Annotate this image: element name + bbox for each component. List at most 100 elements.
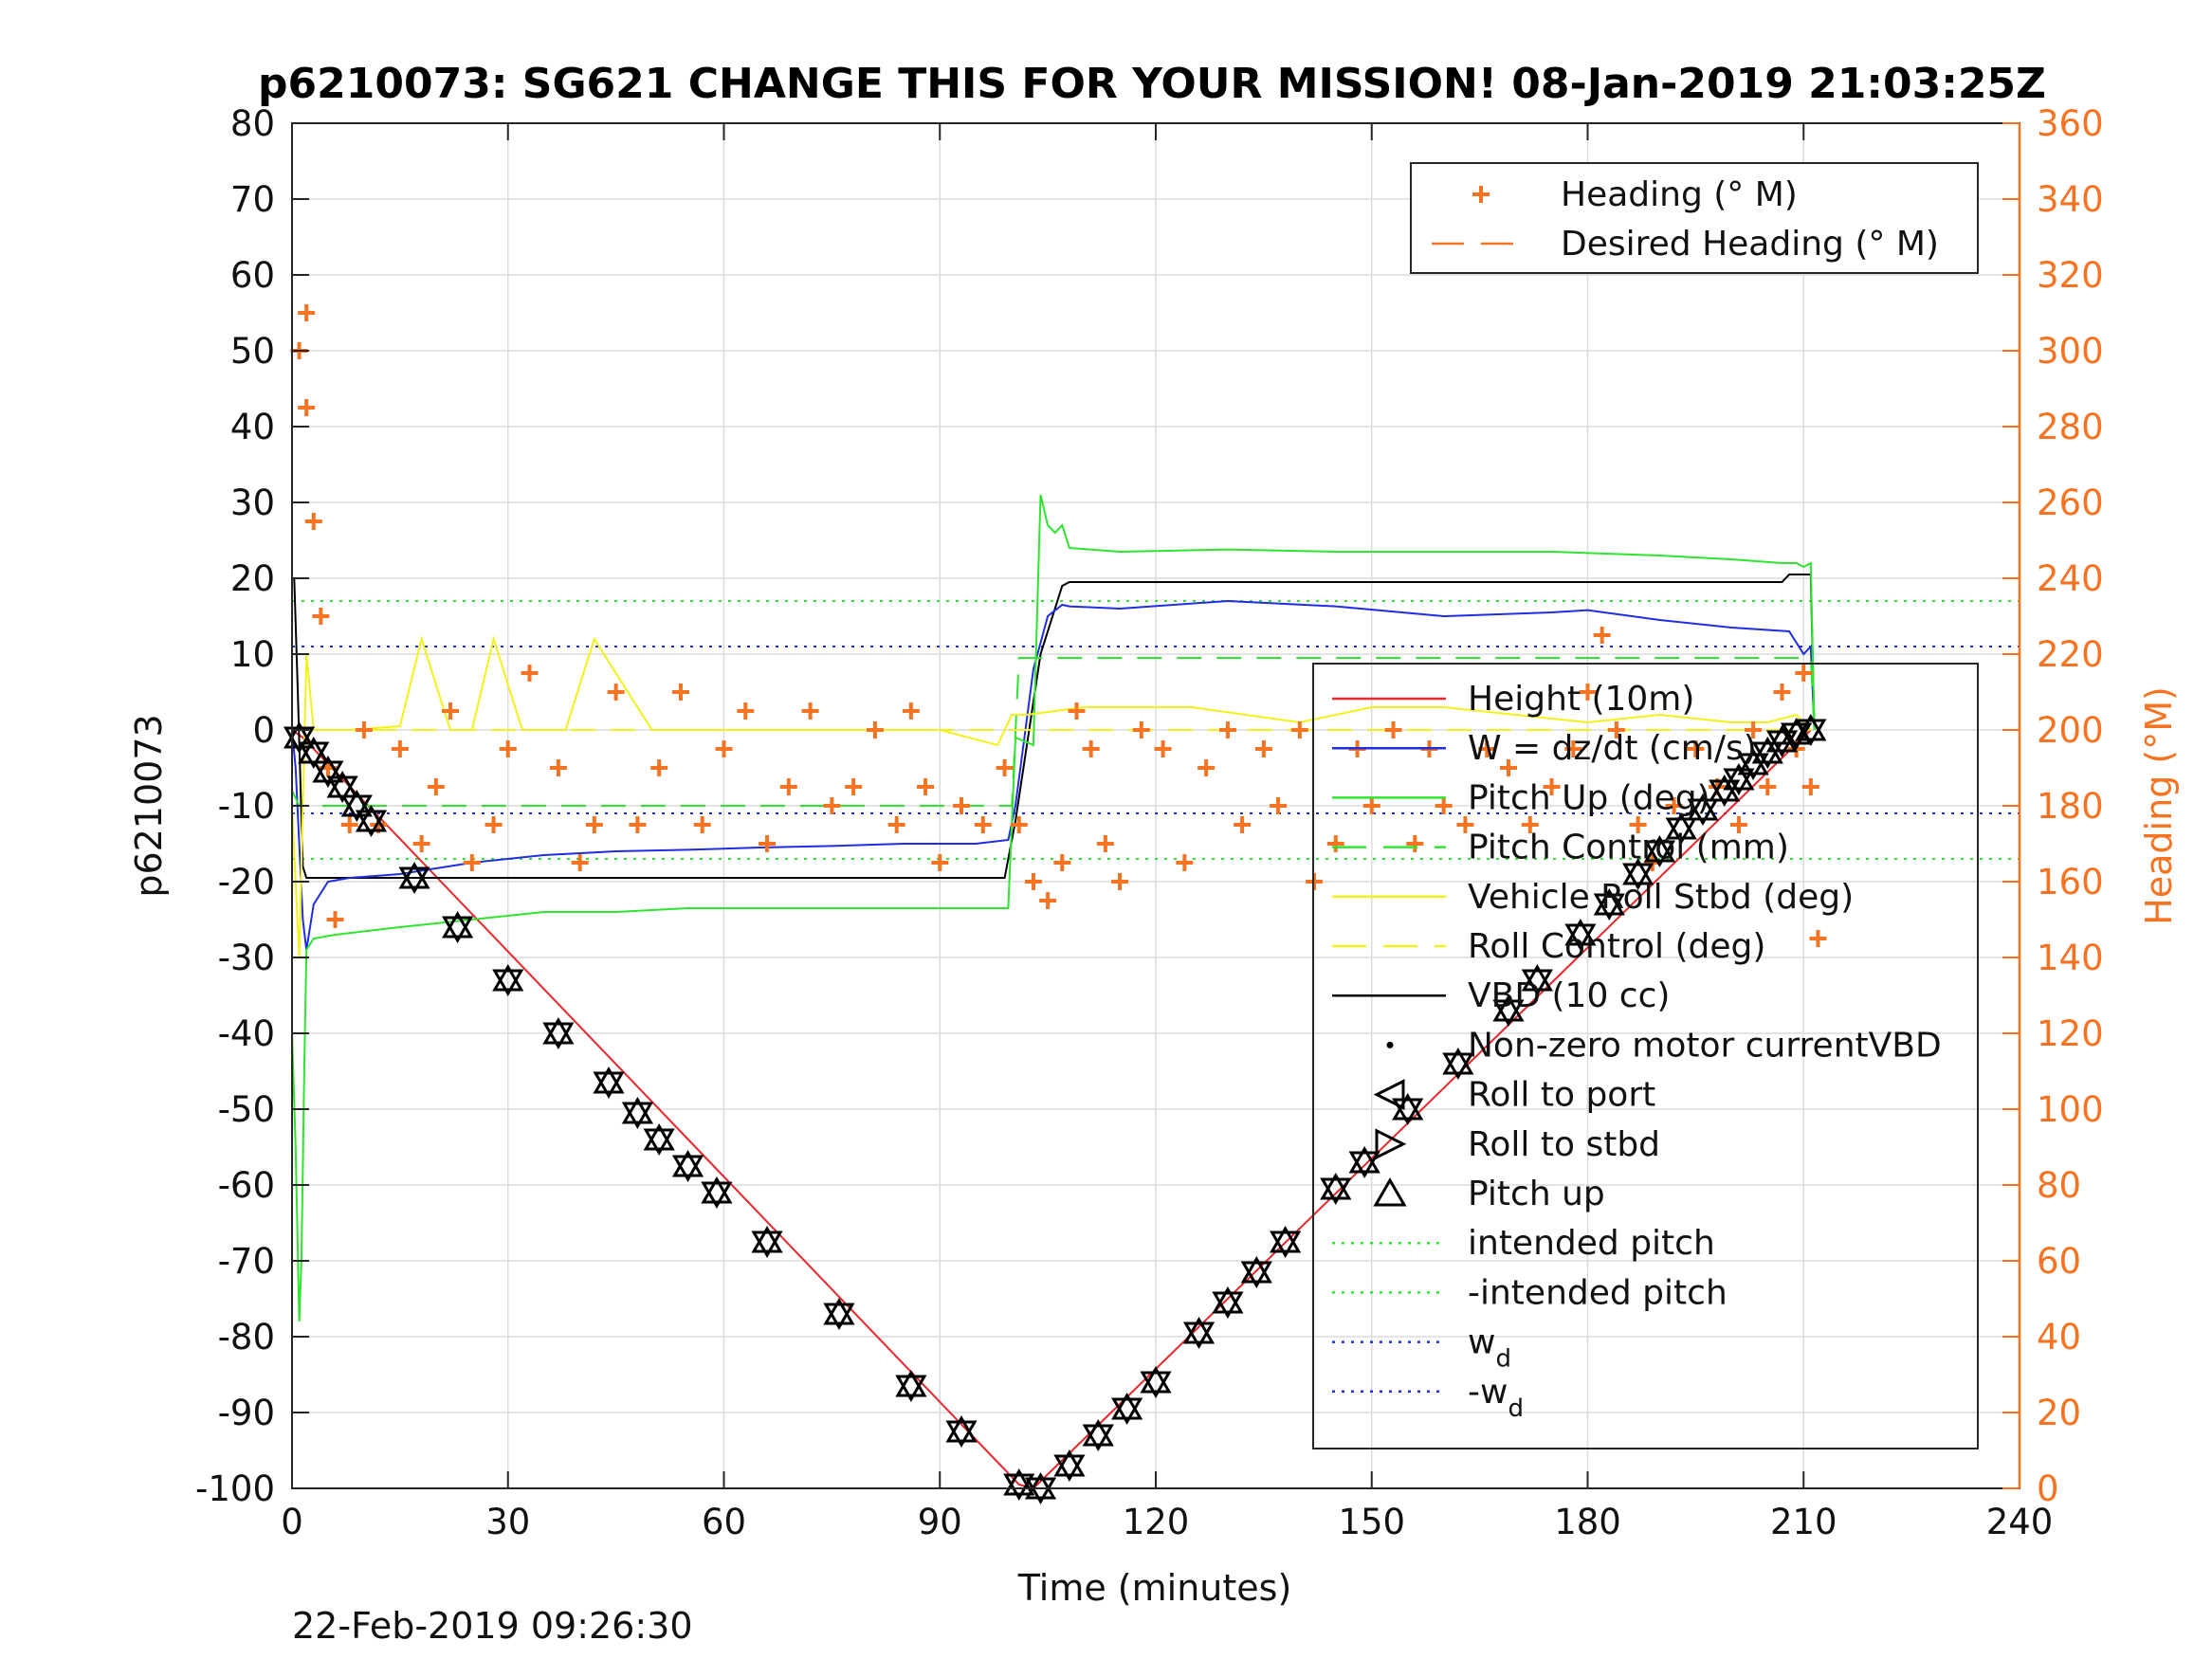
roll-marker bbox=[823, 1303, 855, 1330]
roll-marker bbox=[1053, 1454, 1086, 1482]
roll-marker bbox=[1270, 1231, 1302, 1258]
legend-label-subscript: d bbox=[1508, 1395, 1524, 1423]
heading-marker bbox=[1607, 721, 1625, 738]
heading-marker bbox=[298, 399, 316, 416]
legend-swatch-dot bbox=[1386, 1041, 1394, 1048]
main-legend: Height (10m) W = dz/dt (cm/s) Pitch Up (de… bbox=[1312, 663, 1979, 1449]
roll-marker bbox=[1723, 768, 1755, 795]
y2-tick-label: 160 bbox=[2037, 862, 2104, 902]
pitch-up-marker bbox=[1140, 1366, 1172, 1394]
grid-lines bbox=[291, 122, 2020, 1489]
y-tick-label: 20 bbox=[230, 558, 275, 599]
y2-tick-label: 120 bbox=[2037, 1013, 2104, 1054]
y-tick-label: -20 bbox=[218, 862, 275, 902]
heading-marker bbox=[298, 304, 316, 321]
heading-marker bbox=[1773, 684, 1791, 701]
roll-marker bbox=[1593, 893, 1625, 921]
x-axis-ticks: 0 30 60 90 120 150 180 210 240 bbox=[281, 123, 2053, 1542]
y-tick-label: 80 bbox=[230, 103, 275, 144]
roll-marker bbox=[398, 866, 430, 894]
legend-swatch-roll-stbd bbox=[1375, 1128, 1407, 1160]
heading-marker bbox=[1082, 740, 1100, 757]
y-tick-label: 60 bbox=[230, 255, 275, 296]
roll-marker bbox=[895, 1375, 927, 1402]
roll-marker bbox=[1687, 798, 1719, 826]
x-tick-label: 180 bbox=[1554, 1502, 1621, 1542]
heading-marker bbox=[779, 778, 797, 795]
legend-label-subscript: d bbox=[1495, 1345, 1511, 1374]
x-tick-label: 90 bbox=[918, 1502, 962, 1542]
roll-marker bbox=[1564, 923, 1597, 951]
heading-marker bbox=[484, 816, 503, 833]
heading-marker bbox=[427, 778, 445, 795]
y2-tick-label: 360 bbox=[2037, 103, 2104, 144]
y2-tick-label: 240 bbox=[2037, 558, 2104, 599]
pitch-up-marker bbox=[1111, 1393, 1143, 1420]
x-tick-label: 150 bbox=[1338, 1502, 1405, 1542]
roll-marker bbox=[701, 1181, 733, 1209]
pitch-up-marker bbox=[492, 964, 524, 992]
y-tick-label: 50 bbox=[230, 331, 275, 372]
x-tick-label: 30 bbox=[485, 1502, 530, 1542]
series-line bbox=[291, 599, 1816, 951]
heading-marker bbox=[1218, 721, 1236, 738]
heading-marker bbox=[1499, 759, 1517, 776]
y-tick-label: -100 bbox=[195, 1468, 275, 1509]
heading-marker bbox=[463, 854, 481, 871]
heading-marker bbox=[823, 797, 841, 814]
pitch-up-marker bbox=[1003, 1468, 1035, 1496]
y-tick-label: 30 bbox=[230, 483, 275, 523]
heading-marker bbox=[1687, 740, 1705, 757]
heading-marker bbox=[304, 513, 322, 530]
y2-tick-label: 260 bbox=[2037, 483, 2104, 523]
heading-marker bbox=[1290, 721, 1308, 738]
pitch-up-marker bbox=[1053, 1449, 1086, 1477]
roll-marker bbox=[643, 1128, 675, 1156]
pitch-up-marker bbox=[1665, 812, 1697, 840]
pitch-up-marker bbox=[340, 790, 373, 817]
pitch-up-marker bbox=[312, 756, 344, 783]
y2-tick-label: 20 bbox=[2037, 1393, 2081, 1433]
pitch-up-marker bbox=[643, 1123, 675, 1151]
heading-marker bbox=[1521, 816, 1539, 833]
roll-marker bbox=[1240, 1261, 1272, 1288]
y-tick-label: -10 bbox=[218, 786, 275, 827]
heading-marker bbox=[693, 816, 711, 833]
heading-marker bbox=[1456, 816, 1474, 833]
heading-marker bbox=[312, 608, 330, 625]
heading-marker bbox=[1729, 816, 1747, 833]
roll-marker bbox=[1751, 741, 1783, 769]
heading-marker bbox=[1593, 627, 1611, 644]
pitch-up-marker bbox=[1564, 919, 1597, 946]
heading-marker bbox=[887, 816, 905, 833]
pitch-up-marker bbox=[671, 1150, 704, 1177]
heading-marker bbox=[412, 835, 430, 852]
roll-marker bbox=[1003, 1473, 1035, 1501]
heading-marker bbox=[1326, 835, 1344, 852]
roll-marker bbox=[621, 1102, 654, 1129]
heading-marker bbox=[671, 684, 689, 701]
pitch-up-marker bbox=[1182, 1317, 1216, 1344]
heading-marker bbox=[1111, 873, 1129, 890]
roll-marker bbox=[542, 1022, 575, 1049]
heading-marker bbox=[1543, 778, 1561, 795]
x-tick-label: 240 bbox=[1986, 1502, 2054, 1542]
heading-marker bbox=[650, 759, 668, 776]
heading-marker bbox=[1629, 816, 1647, 833]
heading-marker bbox=[1406, 835, 1424, 852]
heading-marker bbox=[917, 778, 935, 795]
pitch-up-marker bbox=[1593, 888, 1625, 916]
roll-marker bbox=[1709, 779, 1741, 807]
heading-marker bbox=[1809, 930, 1827, 947]
heading-marker bbox=[1270, 797, 1288, 814]
roll-marker bbox=[1643, 840, 1676, 867]
heading-marker bbox=[1010, 816, 1028, 833]
heading-marker bbox=[866, 721, 884, 738]
heading-markers bbox=[290, 304, 1827, 947]
roll-marker bbox=[593, 1071, 625, 1099]
y-tick-label: 70 bbox=[230, 179, 275, 220]
heading-marker bbox=[355, 721, 373, 738]
y2-tick-label: 140 bbox=[2037, 938, 2104, 978]
heading-marker bbox=[1154, 740, 1172, 757]
y-axis-ticks: -100-90-80-70-60-50-40-30-20-10010203040… bbox=[195, 103, 309, 1509]
